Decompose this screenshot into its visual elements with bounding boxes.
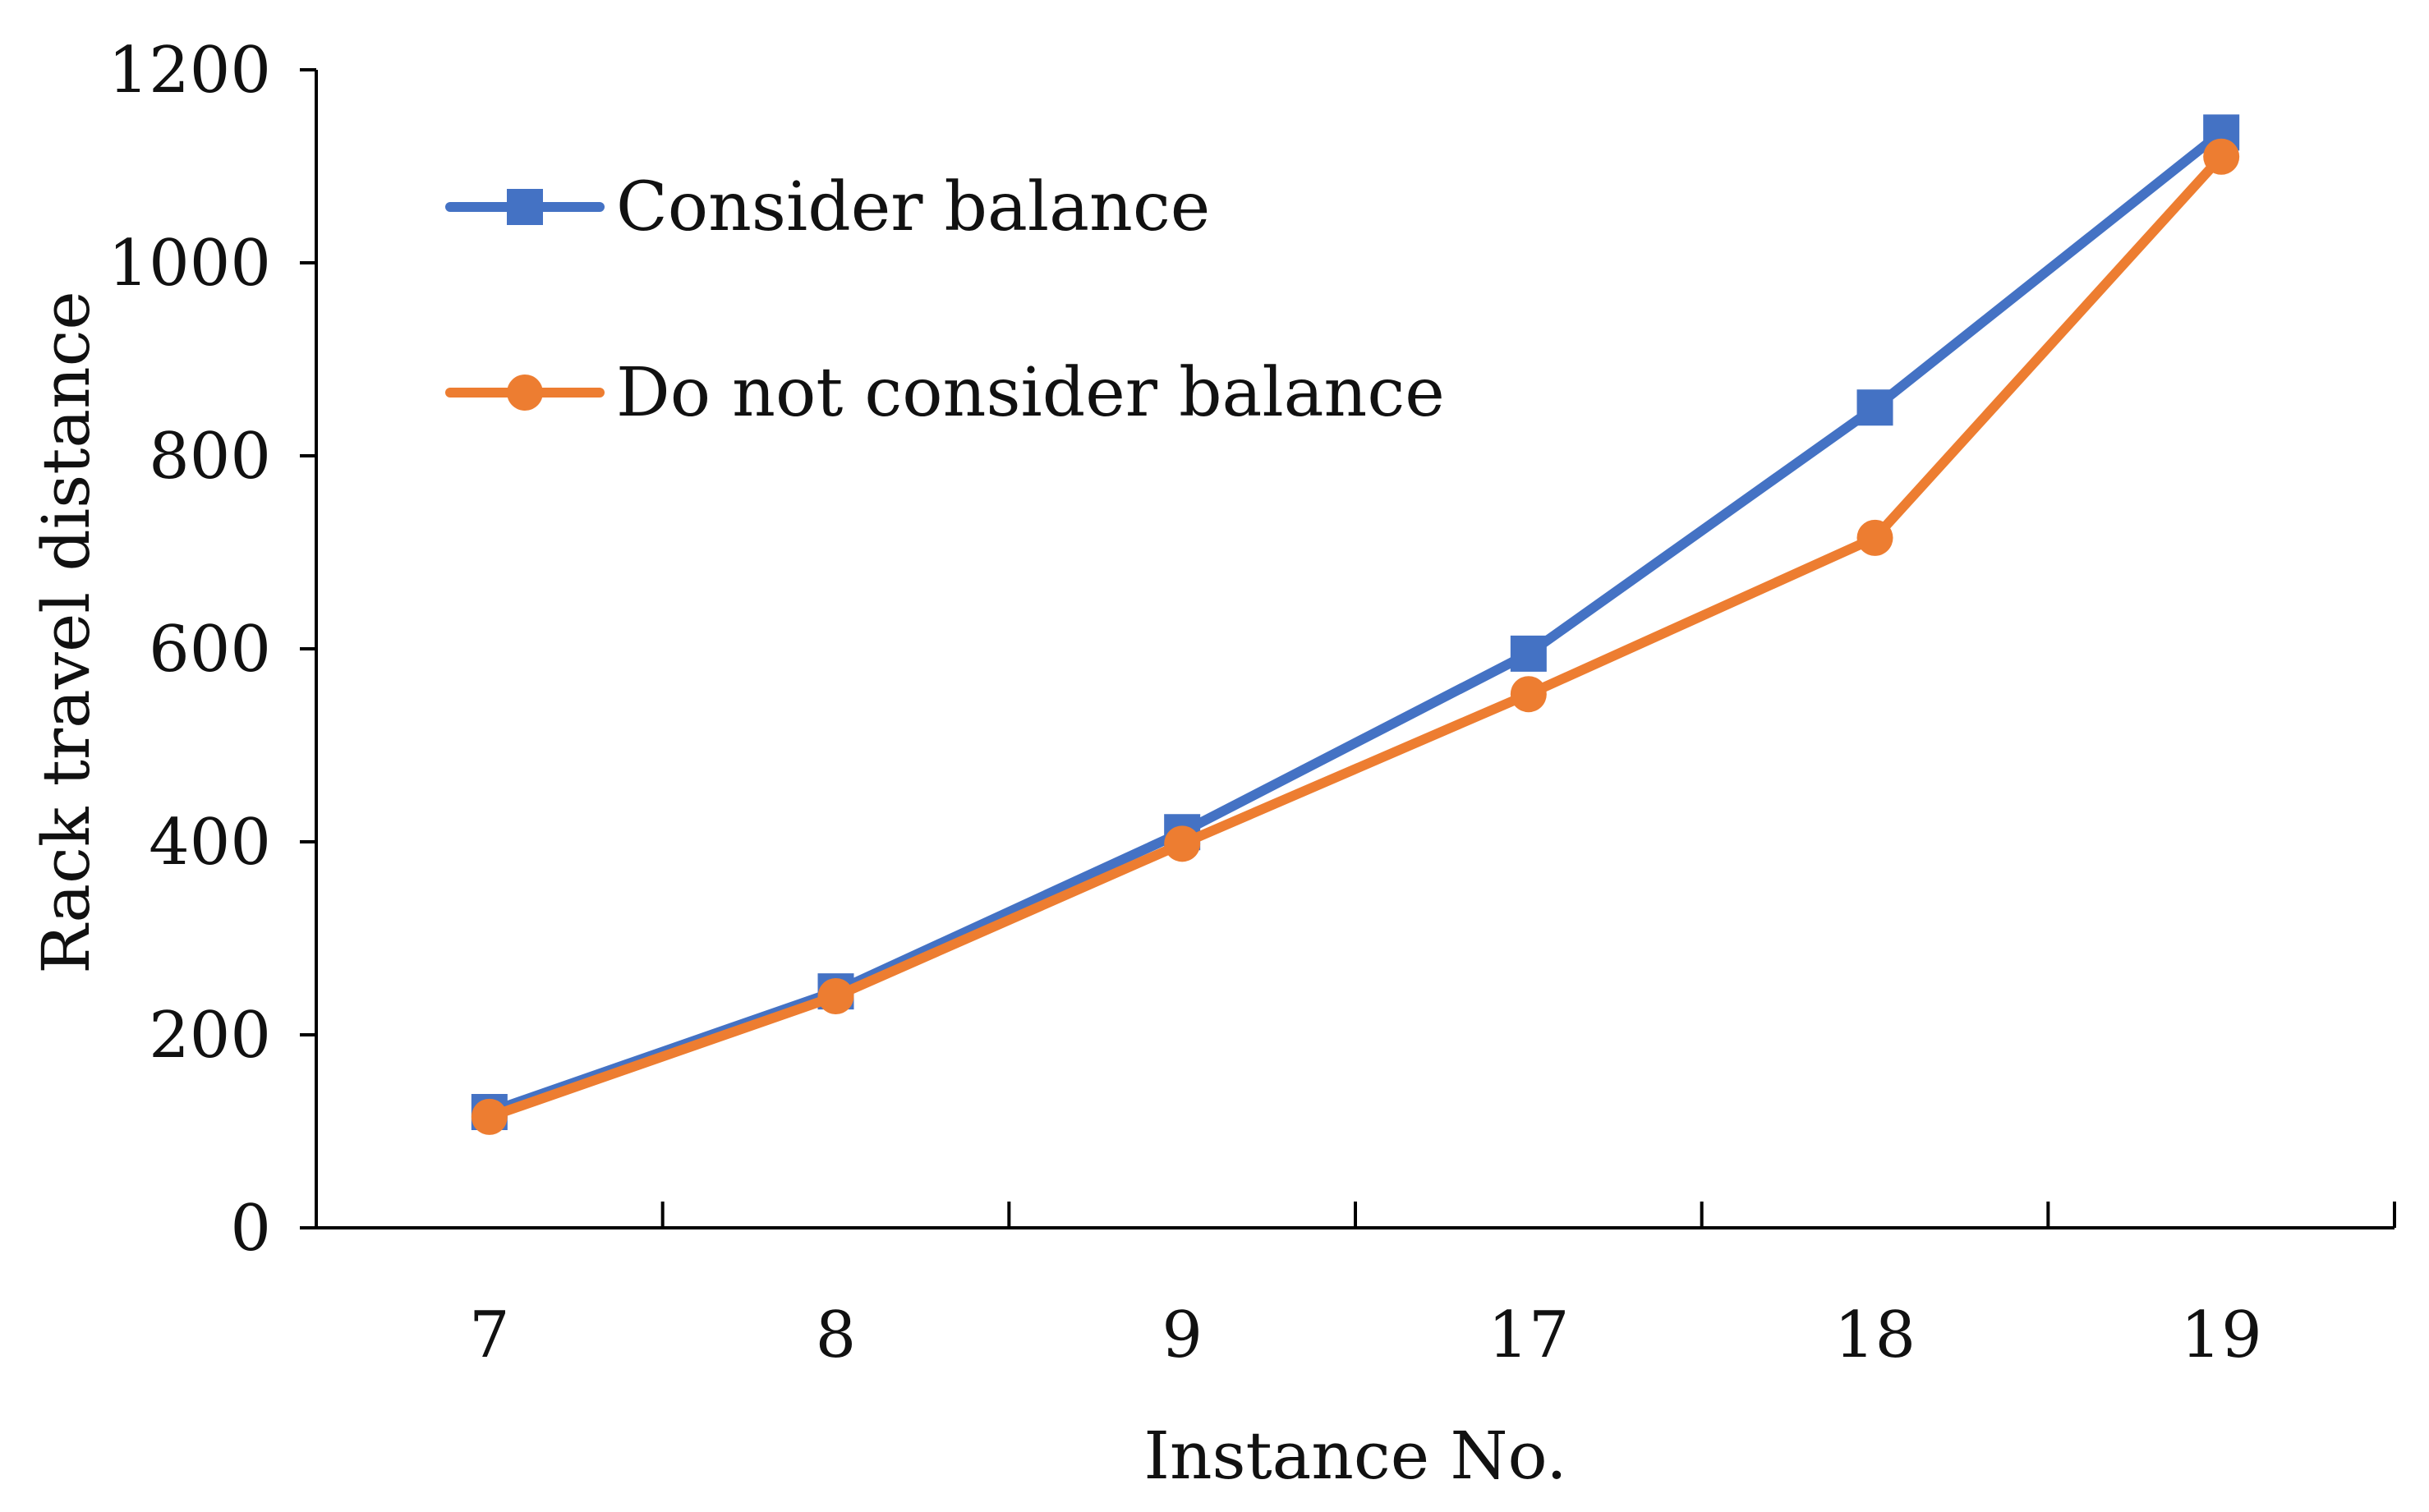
series-layer [471, 114, 2240, 1135]
series-2 [471, 138, 2240, 1135]
legend-label: Do not consider balance [616, 354, 1445, 432]
series-1 [471, 114, 2240, 1130]
series-line [484, 151, 2227, 1122]
legend-label: Consider balance [616, 168, 1210, 246]
data-point [1856, 519, 1893, 556]
data-point [1510, 676, 1547, 713]
x-tick-label: 19 [2181, 1298, 2262, 1372]
y-axis-ticks: 0 200 400 600 800 1000 1200 [108, 34, 316, 1266]
y-tick-label: 0 [230, 1192, 271, 1266]
y-tick-label: 200 [149, 999, 271, 1073]
x-tick-label: 7 [469, 1298, 510, 1372]
data-point [1164, 825, 1201, 862]
series-line [484, 127, 2227, 1117]
legend-item: Do not consider balance [445, 354, 1445, 432]
x-axis-ticks: 7 8 9 17 18 19 [469, 1202, 2396, 1372]
legend-marker [507, 189, 543, 225]
x-axis-title: Instance No. [1143, 1418, 1566, 1494]
x-tick-label: 9 [1162, 1298, 1203, 1372]
y-axis-title: Rack travel distance [28, 291, 104, 973]
data-point [1856, 389, 1893, 426]
data-point [1510, 635, 1547, 672]
data-point [471, 1098, 508, 1135]
x-tick-label: 8 [816, 1298, 857, 1372]
y-tick-label: 1200 [108, 34, 271, 108]
data-point [817, 978, 854, 1014]
y-tick-label: 800 [149, 420, 271, 494]
legend-marker [507, 375, 543, 411]
x-tick-label: 17 [1488, 1298, 1569, 1372]
legend-item: Consider balance [445, 168, 1210, 246]
y-tick-label: 1000 [108, 227, 271, 301]
y-tick-label: 400 [149, 806, 271, 880]
legend: Consider balance Do not consider balance [445, 168, 1445, 432]
y-tick-label: 600 [149, 613, 271, 687]
data-point [2203, 138, 2240, 175]
x-tick-label: 18 [1834, 1298, 1916, 1372]
